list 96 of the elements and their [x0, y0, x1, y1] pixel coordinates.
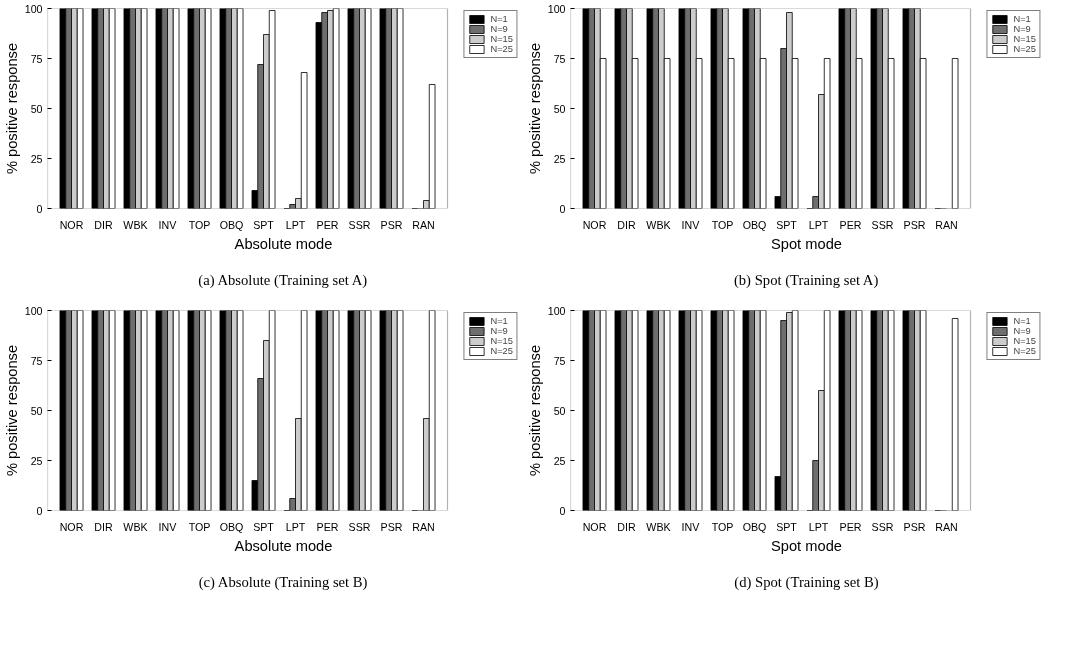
- legend-label: N=9: [1013, 326, 1032, 336]
- x-tick-label: WBK: [646, 520, 671, 533]
- x-tick-label: WBK: [646, 218, 671, 231]
- x-tick-label: RAN: [412, 520, 435, 533]
- x-tick-label: TOP: [711, 218, 734, 231]
- x-tick-label: NOR: [59, 218, 84, 231]
- text: (b) Spot (Training set A): [733, 271, 879, 289]
- y-tick-label: 25: [30, 454, 43, 467]
- x-axis-title: Absolute mode: [234, 537, 333, 554]
- y-tick-label: 75: [30, 52, 43, 65]
- y-tick-label: 50: [30, 404, 43, 417]
- x-tick-label: RAN: [935, 520, 958, 533]
- legend-label: N=25: [490, 346, 513, 356]
- x-tick-label: PER: [839, 218, 862, 231]
- y-tick-label: 75: [30, 354, 43, 367]
- x-tick-label: DIR: [617, 218, 636, 231]
- legend-label: N=25: [1013, 346, 1036, 356]
- x-tick-label: WBK: [123, 218, 148, 231]
- legend-label: N=1: [1013, 14, 1032, 24]
- x-tick-label: NOR: [582, 218, 607, 231]
- y-tick-label: 25: [553, 454, 566, 467]
- y-axis-title: % positive response: [3, 42, 20, 175]
- x-tick-label: SSR: [871, 218, 894, 231]
- x-tick-label: PSR: [903, 520, 926, 533]
- x-tick-label: PER: [839, 520, 862, 533]
- x-tick-label: PSR: [903, 218, 926, 231]
- x-tick-label: NOR: [582, 520, 607, 533]
- legend-label: N=9: [490, 24, 509, 34]
- legend-label: N=25: [490, 44, 513, 54]
- x-tick-label: PSR: [380, 520, 403, 533]
- x-tick-label: OBQ: [742, 520, 767, 533]
- x-tick-label: OBQ: [219, 520, 244, 533]
- x-tick-label: LPT: [285, 218, 306, 231]
- x-tick-label: OBQ: [742, 218, 767, 231]
- y-tick-label: 50: [30, 102, 43, 115]
- x-tick-label: LPT: [808, 520, 829, 533]
- x-tick-label: RAN: [412, 218, 435, 231]
- legend-label: N=25: [1013, 44, 1036, 54]
- x-tick-label: LPT: [285, 520, 306, 533]
- x-tick-label: INV: [681, 218, 701, 231]
- x-tick-label: SPT: [253, 520, 275, 533]
- x-tick-label: OBQ: [219, 218, 244, 231]
- x-tick-label: NOR: [59, 520, 84, 533]
- y-tick-label: 75: [553, 52, 566, 65]
- x-tick-label: LPT: [808, 218, 829, 231]
- y-axis-title: % positive response: [3, 344, 20, 477]
- x-tick-label: WBK: [123, 520, 148, 533]
- y-tick-label: 50: [553, 102, 566, 115]
- legend-label: N=15: [490, 34, 513, 44]
- x-tick-label: SPT: [253, 218, 275, 231]
- x-axis-title: Spot mode: [771, 235, 842, 252]
- legend-label: N=1: [1013, 316, 1032, 326]
- y-tick-label: 25: [30, 152, 43, 165]
- y-tick-label: 100: [24, 304, 43, 317]
- text: (a) Absolute (Training set A): [198, 271, 368, 289]
- y-tick-label: 0: [36, 202, 43, 215]
- y-tick-label: 0: [559, 202, 566, 215]
- y-tick-label: 100: [547, 2, 566, 15]
- x-tick-label: TOP: [188, 520, 211, 533]
- legend-label: N=15: [1013, 336, 1036, 346]
- y-axis-title: % positive response: [526, 344, 543, 477]
- x-tick-label: RAN: [935, 218, 958, 231]
- y-tick-label: 100: [547, 304, 566, 317]
- x-tick-label: SPT: [776, 520, 798, 533]
- legend-label: N=1: [490, 14, 509, 24]
- x-tick-label: SPT: [776, 218, 798, 231]
- y-tick-label: 100: [24, 2, 43, 15]
- x-tick-label: PER: [316, 218, 339, 231]
- y-tick-label: 50: [553, 404, 566, 417]
- y-axis-title: % positive response: [526, 42, 543, 175]
- y-tick-label: 25: [553, 152, 566, 165]
- x-tick-label: INV: [681, 520, 701, 533]
- x-tick-label: DIR: [617, 520, 636, 533]
- x-tick-label: SSR: [871, 520, 894, 533]
- x-tick-label: TOP: [711, 520, 734, 533]
- text: (d) Spot (Training set B): [734, 573, 879, 591]
- x-tick-label: DIR: [94, 520, 113, 533]
- legend-label: N=15: [1013, 34, 1036, 44]
- x-tick-label: SSR: [348, 520, 371, 533]
- x-tick-label: TOP: [188, 218, 211, 231]
- text: (c) Absolute (Training set B): [198, 573, 368, 591]
- x-axis-title: Spot mode: [771, 537, 842, 554]
- x-tick-label: INV: [158, 218, 178, 231]
- y-tick-label: 75: [553, 354, 566, 367]
- legend-label: N=15: [490, 336, 513, 346]
- legend-label: N=9: [490, 326, 509, 336]
- y-tick-label: 0: [559, 504, 566, 517]
- y-tick-label: 0: [36, 504, 43, 517]
- x-tick-label: PSR: [380, 218, 403, 231]
- x-tick-label: PER: [316, 520, 339, 533]
- legend-label: N=1: [490, 316, 509, 326]
- legend-label: N=9: [1013, 24, 1032, 34]
- x-axis-title: Absolute mode: [234, 235, 333, 252]
- x-tick-label: SSR: [348, 218, 371, 231]
- x-tick-label: INV: [158, 520, 178, 533]
- x-tick-label: DIR: [94, 218, 113, 231]
